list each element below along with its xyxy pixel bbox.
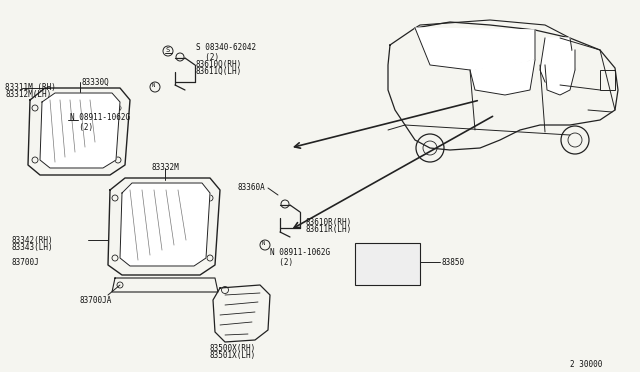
Text: N: N [261,241,264,246]
Text: N 08911-1062G
  (2): N 08911-1062G (2) [270,248,330,267]
Text: 83610Q(RH): 83610Q(RH) [196,60,243,69]
Polygon shape [415,28,535,70]
Polygon shape [540,38,575,85]
Text: 83332M: 83332M [152,163,180,172]
Text: 83610R(RH): 83610R(RH) [305,218,351,227]
Text: N: N [152,83,155,87]
Text: 83850: 83850 [442,258,465,267]
Polygon shape [470,60,535,95]
Bar [355,243,420,285]
Text: S 08340-62042
  (2): S 08340-62042 (2) [196,43,256,62]
Text: 83343(LH): 83343(LH) [12,243,54,252]
Text: 2 30000: 2 30000 [570,360,602,369]
Text: 83611R(LH): 83611R(LH) [305,225,351,234]
Text: 83311M (RH): 83311M (RH) [5,83,56,92]
Text: 83611Q(LH): 83611Q(LH) [196,67,243,76]
Text: 83700JA: 83700JA [80,296,113,305]
Polygon shape [120,183,210,266]
Polygon shape [40,93,120,168]
Text: S: S [166,47,170,53]
Text: 83700J: 83700J [12,258,40,267]
Polygon shape [545,50,575,95]
Text: 83342(RH): 83342(RH) [12,236,54,245]
Text: 83312M(LH): 83312M(LH) [5,90,51,99]
Text: 83501X(LH): 83501X(LH) [210,351,256,360]
Text: 83500X(RH): 83500X(RH) [210,344,256,353]
Text: 83360A: 83360A [238,183,266,192]
Text: N 08911-1062G
  (2): N 08911-1062G (2) [70,113,130,132]
Text: 83330Q: 83330Q [82,78,109,87]
Bar [600,70,615,90]
